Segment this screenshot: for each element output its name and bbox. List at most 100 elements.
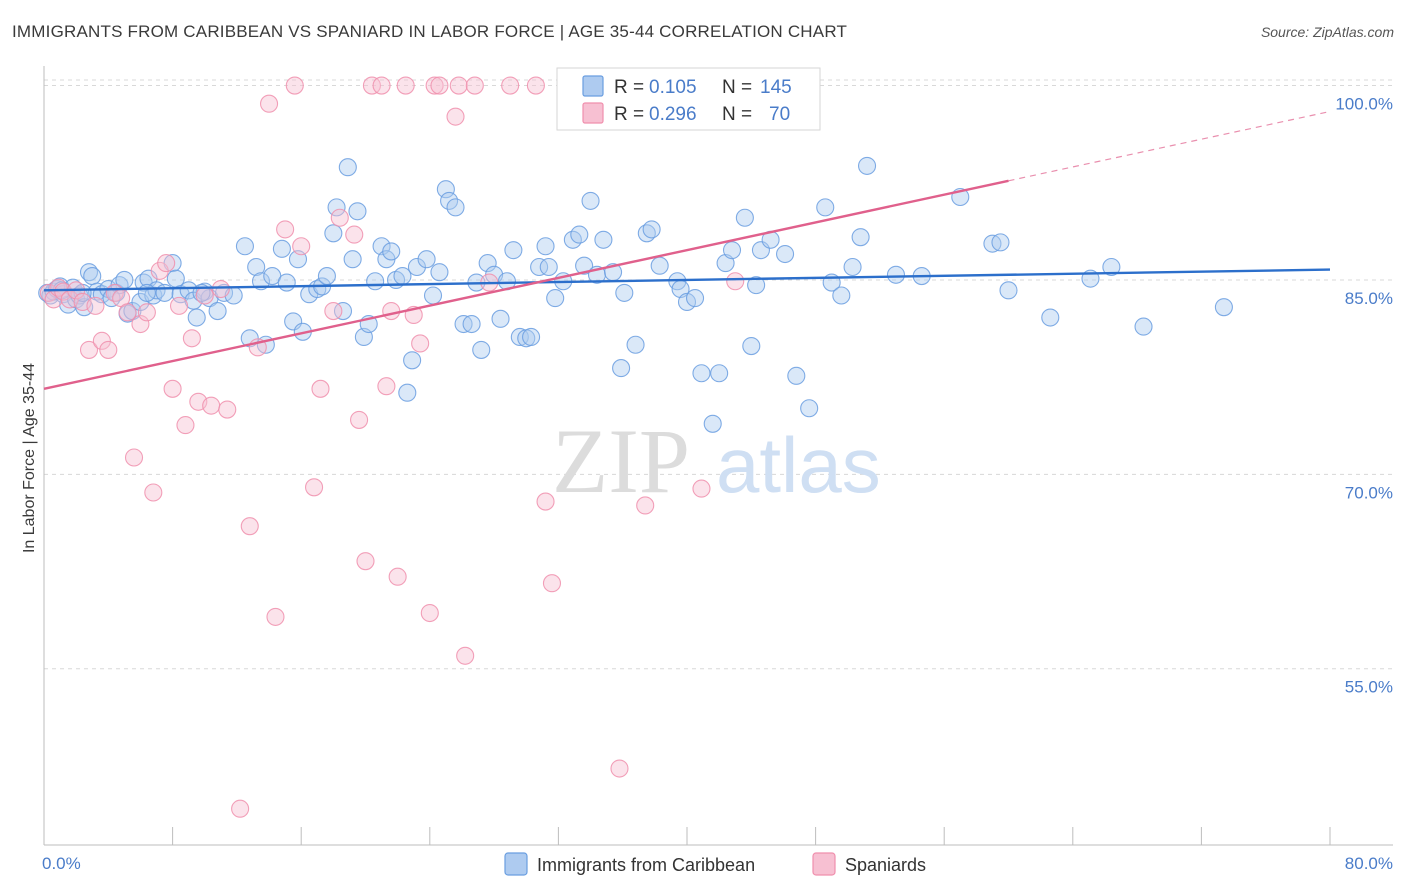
chart-title: IMMIGRANTS FROM CARIBBEAN VS SPANIARD IN… — [12, 22, 848, 41]
point-spaniards — [456, 646, 475, 665]
point-caribbean — [612, 359, 631, 378]
series-legend-swatch-spaniards — [812, 852, 836, 876]
x-tick-label-min: 0.0% — [42, 854, 81, 873]
point-spaniards — [501, 76, 520, 95]
point-spaniards — [356, 552, 375, 571]
point-caribbean — [417, 250, 436, 269]
stats-legend-n-label-caribbean: N = — [722, 77, 752, 98]
point-spaniards — [330, 208, 349, 227]
y-tick-label: 70.0% — [1345, 483, 1393, 502]
point-caribbean — [857, 156, 877, 175]
x-tick-label-max: 80.0% — [1345, 854, 1393, 873]
point-caribbean — [247, 257, 266, 277]
point-caribbean — [155, 283, 174, 302]
point-spaniards — [542, 574, 562, 593]
chart-source: Source: ZipAtlas.com — [1260, 24, 1394, 40]
point-caribbean — [333, 302, 353, 321]
point-caribbean — [650, 256, 669, 275]
point-spaniards — [636, 496, 655, 515]
point-spaniards — [137, 303, 156, 322]
point-caribbean — [626, 335, 645, 354]
series-legend-label-spaniards: Spaniards — [845, 855, 926, 875]
point-spaniards — [425, 76, 444, 95]
point-caribbean — [327, 198, 346, 217]
point-caribbean — [430, 263, 449, 282]
point-spaniards — [692, 479, 711, 498]
point-caribbean — [787, 366, 806, 385]
point-caribbean — [710, 364, 729, 383]
watermark-atlas: atlas — [716, 421, 881, 509]
point-spaniards — [430, 76, 449, 95]
point-caribbean — [703, 414, 722, 433]
point-spaniards — [157, 254, 176, 273]
stats-legend-r-spaniards: 0.296 — [649, 104, 697, 125]
point-spaniards — [350, 410, 369, 429]
y-tick-label: 85.0% — [1345, 289, 1393, 308]
point-spaniards — [372, 76, 391, 95]
stats-legend-r-caribbean: 0.105 — [649, 77, 697, 98]
point-spaniards — [218, 400, 237, 419]
point-caribbean — [251, 272, 271, 291]
point-spaniards — [144, 483, 163, 502]
watermark-zip: ZIP — [552, 410, 690, 512]
point-caribbean — [491, 309, 510, 328]
point-caribbean — [338, 158, 357, 177]
point-caribbean — [685, 289, 705, 308]
point-spaniards — [92, 331, 111, 350]
point-caribbean — [581, 191, 600, 210]
point-spaniards — [292, 237, 311, 256]
point-caribbean — [423, 286, 443, 305]
point-spaniards — [231, 799, 250, 818]
point-caribbean — [816, 198, 835, 217]
watermark: ZIP atlas — [552, 410, 881, 512]
point-spaniards — [396, 76, 415, 95]
point-caribbean — [343, 250, 362, 269]
point-caribbean — [539, 257, 558, 277]
series-legend: Immigrants from Caribbean Spaniards — [504, 852, 926, 876]
point-spaniards — [411, 334, 430, 353]
point-spaniards — [182, 329, 201, 348]
stats-legend-r-label-spaniards: R = — [614, 104, 644, 125]
point-caribbean — [317, 267, 336, 286]
point-spaniards — [131, 314, 150, 334]
point-caribbean — [235, 237, 254, 256]
stats-legend-r-label-caribbean: R = — [614, 77, 644, 98]
point-caribbean — [436, 180, 455, 199]
y-tick-labels: 100.0% 85.0% 70.0% 55.0% — [1335, 95, 1393, 697]
point-spaniards — [726, 272, 745, 291]
point-caribbean — [472, 340, 491, 359]
point-spaniards — [211, 279, 230, 299]
point-caribbean — [277, 273, 296, 292]
point-spaniards — [79, 340, 99, 359]
point-caribbean — [546, 289, 565, 308]
point-caribbean — [393, 267, 412, 286]
point-spaniards — [420, 603, 439, 623]
point-caribbean — [843, 257, 862, 277]
stats-legend-n-spaniards: 70 — [769, 104, 790, 125]
series-caribbean-points — [38, 156, 1233, 433]
point-caribbean — [403, 351, 422, 370]
point-spaniards — [324, 302, 343, 321]
axes — [43, 66, 1393, 846]
point-caribbean — [615, 283, 634, 302]
point-spaniards — [285, 76, 304, 95]
point-caribbean — [478, 254, 497, 273]
point-caribbean — [735, 208, 754, 227]
point-caribbean — [1214, 298, 1233, 317]
point-caribbean — [570, 225, 589, 244]
point-caribbean — [272, 239, 291, 258]
point-spaniards — [465, 76, 484, 95]
point-spaniards — [259, 94, 279, 113]
point-spaniards — [377, 377, 396, 396]
point-caribbean — [348, 202, 367, 221]
point-caribbean — [536, 237, 555, 256]
point-spaniards — [345, 225, 364, 244]
point-caribbean — [83, 267, 102, 286]
point-caribbean — [832, 286, 851, 305]
point-caribbean — [1134, 317, 1153, 336]
point-spaniards — [240, 517, 259, 536]
point-spaniards — [266, 607, 285, 626]
point-caribbean — [886, 265, 906, 284]
point-caribbean — [407, 257, 426, 277]
